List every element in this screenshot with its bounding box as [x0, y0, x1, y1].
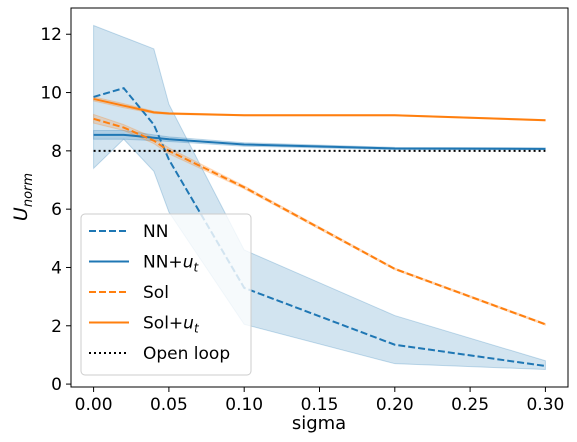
- y-tick-label: 6: [51, 200, 62, 220]
- y-tick-label: 2: [51, 317, 62, 337]
- y-tick-label: 0: [51, 375, 62, 395]
- legend-label-sol-u-t: Sol+ut: [143, 314, 200, 336]
- y-tick-label: 4: [51, 258, 62, 278]
- line-sol-u-t: [93, 97, 546, 122]
- legend-label-nn-u-t: NN+ut: [143, 253, 199, 275]
- y-axis-label: Unorm: [10, 173, 36, 221]
- x-tick-label: 0.15: [301, 395, 339, 415]
- legend-label-open-loop: Open loop: [143, 344, 230, 364]
- legend-box: [80, 213, 252, 376]
- x-axis-label: sigma: [292, 413, 346, 434]
- x-tick-label: 0.00: [75, 395, 113, 415]
- x-tick-label: 0.10: [225, 395, 263, 415]
- y-axis: 0 2 4 6 8 10 12: [40, 25, 71, 395]
- y-axis-label-sub: norm: [21, 173, 36, 207]
- y-tick-label: 12: [40, 25, 62, 45]
- y-axis-label-base: U: [10, 207, 32, 221]
- y-tick-label: 8: [51, 142, 62, 162]
- y-tick-label: 10: [40, 84, 62, 104]
- series-lines: [93, 87, 546, 367]
- legend-label-nn: NN: [143, 222, 168, 242]
- x-tick-label: 0.20: [376, 395, 414, 415]
- line-nn: [93, 87, 546, 367]
- x-tick-label: 0.30: [526, 395, 564, 415]
- x-tick-label: 0.05: [150, 395, 188, 415]
- legend: NN NN+ut Sol Sol+ut Open loop: [80, 213, 252, 376]
- x-tick-label: 0.25: [451, 395, 489, 415]
- line-nn-u-t: [93, 133, 546, 150]
- x-axis: 0.00 0.05 0.10 0.15 0.20 0.25 0.30: [75, 387, 564, 415]
- legend-label-sol: Sol: [143, 283, 169, 303]
